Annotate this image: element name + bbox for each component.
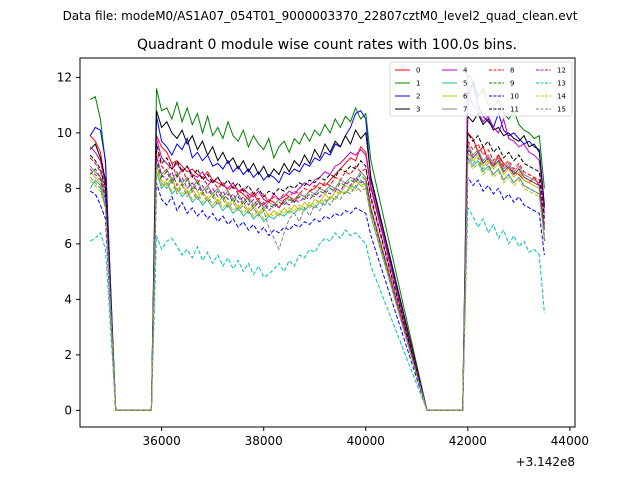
x-offset-label: +3.142e8	[516, 455, 575, 469]
series-line-7	[89, 143, 545, 411]
legend-label-11: 11	[510, 106, 519, 114]
legend-label-0: 0	[416, 67, 420, 75]
y-tick-label: 6	[64, 237, 72, 251]
x-tick-label: 38000	[245, 434, 283, 448]
series-line-14	[89, 158, 545, 411]
legend-label-3: 3	[416, 106, 420, 114]
legend-label-14: 14	[557, 93, 566, 101]
suptitle: Data file: modeM0/AS1A07_054T01_90000033…	[63, 9, 578, 23]
series-line-8	[89, 139, 545, 411]
series-line-9	[89, 146, 545, 411]
series-line-13	[89, 206, 545, 411]
legend-label-9: 9	[510, 80, 514, 88]
legend-label-15: 15	[557, 106, 566, 114]
legend-label-13: 13	[557, 80, 566, 88]
y-tick-label: 12	[57, 70, 72, 84]
series-line-6	[89, 150, 545, 411]
y-tick-label: 2	[64, 348, 72, 362]
legend-label-6: 6	[463, 93, 468, 101]
x-axis: 36000 38000 40000 42000 44000	[143, 427, 589, 448]
legend-label-5: 5	[463, 80, 467, 88]
y-tick-label: 0	[64, 403, 72, 417]
y-tick-label: 8	[64, 181, 72, 195]
series-line-10	[89, 175, 545, 411]
series-line-11	[89, 131, 545, 411]
series-line-15	[89, 153, 545, 411]
plot-frame	[79, 57, 576, 428]
x-tick-label: 36000	[143, 434, 181, 448]
legend-label-8: 8	[510, 67, 514, 75]
legend-label-4: 4	[463, 67, 468, 75]
plot-area	[89, 73, 545, 411]
series-line-12	[89, 147, 545, 411]
legend-label-2: 2	[416, 93, 420, 101]
legend-label-7: 7	[463, 106, 467, 114]
x-tick-label: 42000	[449, 434, 487, 448]
x-tick-label: 44000	[551, 434, 589, 448]
legend-label-12: 12	[557, 67, 566, 75]
x-tick-label: 40000	[347, 434, 385, 448]
legend-label-10: 10	[510, 93, 519, 101]
y-axis: 0 2 4 6 8 10 12	[57, 70, 80, 417]
legend-label-1: 1	[416, 80, 420, 88]
legend-box	[389, 61, 573, 117]
chart-title: Quadrant 0 module wise count rates with …	[137, 37, 517, 53]
y-tick-label: 4	[64, 292, 72, 306]
y-tick-label: 10	[57, 126, 72, 140]
